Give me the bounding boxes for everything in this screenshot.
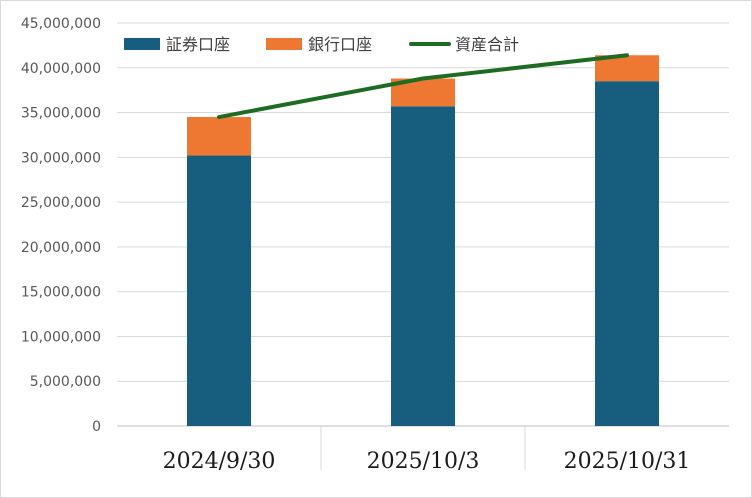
bar-segment-securities: [595, 81, 659, 426]
y-tick-label: 40,000,000: [21, 61, 101, 77]
x-tick-label: 2025/10/3: [367, 449, 480, 474]
y-tick-label: 35,000,000: [21, 106, 101, 122]
bar-segment-bank: [187, 117, 251, 156]
legend-total-label: 資産合計: [455, 35, 519, 54]
total-assets-line: [217, 53, 629, 120]
y-tick-label: 15,000,000: [21, 285, 101, 301]
y-tick-label: 25,000,000: [21, 195, 101, 211]
y-tick-label: 20,000,000: [21, 240, 101, 256]
y-tick-label: 45,000,000: [21, 16, 101, 32]
x-tick-label: 2025/10/31: [564, 449, 691, 474]
bar-segment-securities: [187, 155, 251, 426]
legend-securities-label: 証券口座: [166, 35, 230, 54]
total-line: [217, 53, 629, 120]
bars: [187, 55, 659, 426]
y-tick-label: 10,000,000: [21, 329, 101, 345]
legend: 証券口座 銀行口座 資産合計: [124, 35, 519, 54]
y-tick-label: 5,000,000: [30, 374, 101, 390]
legend-bank-label: 銀行口座: [308, 35, 372, 54]
legend-bank-swatch: [266, 38, 302, 50]
axes: 0 5,000,000 10,000,000 15,000,000 20,000,000…: [21, 16, 691, 474]
legend-securities-swatch: [124, 38, 160, 50]
y-tick-label: 0: [92, 419, 101, 435]
bar-segment-securities: [391, 106, 455, 426]
x-tick-label: 2024/9/30: [163, 449, 276, 474]
y-tick-label: 30,000,000: [21, 150, 101, 166]
